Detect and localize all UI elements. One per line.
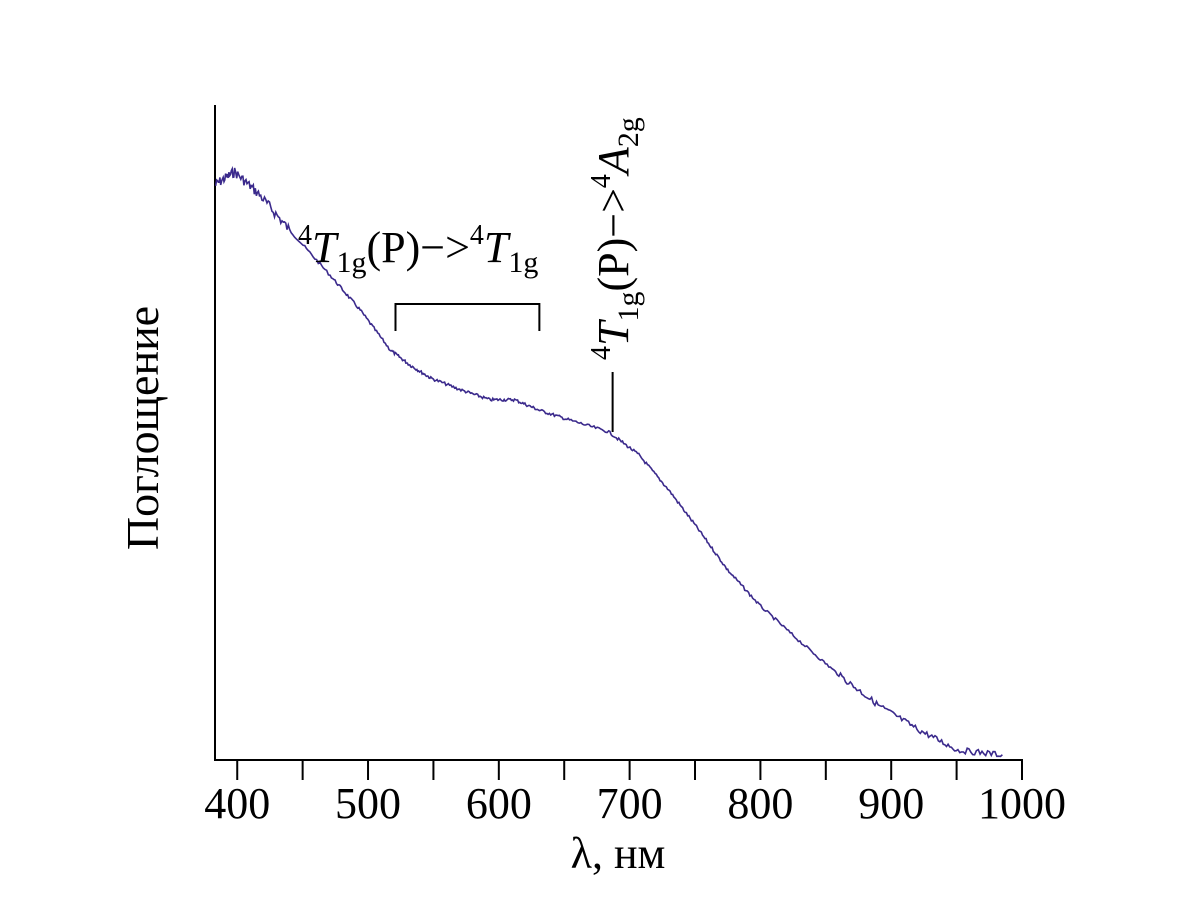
axes (214, 105, 1023, 761)
x-tick-label: 400 (204, 779, 270, 828)
x-tick-label: 700 (597, 779, 663, 828)
absorption-curve (214, 165, 1003, 758)
x-tick-label: 800 (727, 779, 793, 828)
annotation-transition-t1g: 4T1g(P)−>4T1g (298, 220, 538, 279)
x-axis-label: λ, нм (571, 829, 666, 878)
x-tick-label: 500 (335, 779, 401, 828)
x-tick-label: 900 (858, 779, 924, 828)
y-axis-label: Поглощение (117, 306, 168, 550)
annotation-bracket (394, 303, 541, 331)
x-tick-label: 600 (466, 779, 532, 828)
annotation-transition-a2g: 4T1g(P)−>4A2g (586, 117, 645, 360)
x-tick-label: 1000 (978, 779, 1066, 828)
